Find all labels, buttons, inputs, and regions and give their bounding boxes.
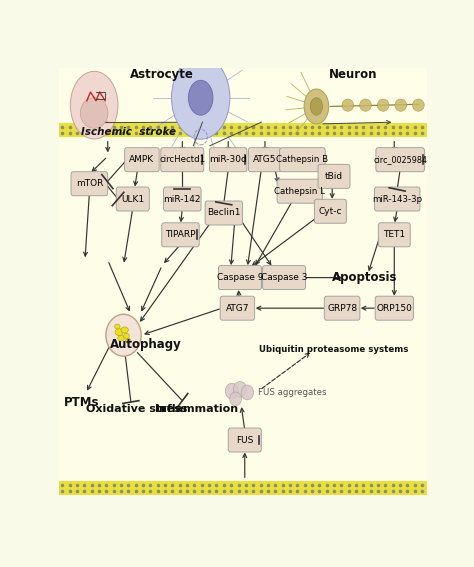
Text: Apoptosis: Apoptosis (332, 271, 398, 284)
Ellipse shape (304, 89, 328, 124)
Bar (59, 130, 427, 488)
Bar (59, 68, 427, 130)
FancyBboxPatch shape (277, 179, 323, 203)
FancyBboxPatch shape (162, 223, 199, 247)
Ellipse shape (80, 98, 108, 128)
Bar (59, 122, 427, 137)
Text: Inflammation: Inflammation (155, 404, 238, 413)
Ellipse shape (360, 99, 371, 111)
FancyBboxPatch shape (375, 296, 413, 320)
Text: AMPK: AMPK (129, 155, 155, 164)
Text: TET1: TET1 (383, 230, 405, 239)
FancyBboxPatch shape (378, 223, 410, 247)
Text: Oxidative stress: Oxidative stress (86, 404, 188, 414)
Bar (59, 481, 427, 496)
FancyBboxPatch shape (205, 201, 243, 225)
FancyBboxPatch shape (220, 296, 255, 320)
FancyBboxPatch shape (248, 148, 282, 172)
FancyBboxPatch shape (314, 199, 346, 223)
Text: ORP150: ORP150 (376, 304, 412, 312)
Ellipse shape (118, 336, 124, 341)
FancyBboxPatch shape (280, 148, 325, 172)
FancyBboxPatch shape (228, 428, 261, 452)
FancyBboxPatch shape (374, 187, 420, 211)
Circle shape (225, 383, 238, 399)
Ellipse shape (126, 338, 131, 343)
Text: circHectd1: circHectd1 (159, 155, 205, 164)
FancyBboxPatch shape (219, 265, 262, 290)
Text: tBid: tBid (325, 172, 343, 181)
FancyBboxPatch shape (164, 187, 201, 211)
Ellipse shape (395, 99, 407, 111)
Text: Ubiquitin proteasome systems: Ubiquitin proteasome systems (259, 345, 409, 354)
Ellipse shape (188, 81, 213, 115)
Text: Cathepsin B: Cathepsin B (276, 155, 328, 164)
Ellipse shape (115, 324, 120, 329)
Text: Beclin1: Beclin1 (207, 209, 241, 218)
Ellipse shape (121, 327, 128, 333)
FancyBboxPatch shape (125, 148, 159, 172)
FancyBboxPatch shape (324, 296, 360, 320)
Ellipse shape (115, 329, 123, 336)
Circle shape (106, 314, 141, 356)
Text: miR-143-3p: miR-143-3p (372, 194, 422, 204)
Text: FUS aggregates: FUS aggregates (258, 388, 327, 397)
Text: Cyt-c: Cyt-c (319, 207, 342, 215)
Text: PTMs: PTMs (64, 396, 100, 409)
FancyBboxPatch shape (71, 172, 108, 196)
Text: circ_0025984: circ_0025984 (373, 155, 427, 164)
Text: Astrocyte: Astrocyte (130, 68, 194, 81)
Circle shape (241, 385, 254, 400)
Text: ATG7: ATG7 (226, 304, 249, 312)
Text: FUS: FUS (236, 435, 254, 445)
Ellipse shape (124, 333, 129, 339)
Text: Caspase 9: Caspase 9 (217, 273, 263, 282)
Text: mTOR: mTOR (76, 179, 103, 188)
Text: Neuron: Neuron (329, 68, 377, 81)
Ellipse shape (342, 99, 354, 111)
Text: Autophagy: Autophagy (110, 338, 182, 352)
Circle shape (230, 392, 241, 406)
Text: Caspase 3: Caspase 3 (261, 273, 307, 282)
FancyBboxPatch shape (376, 148, 424, 172)
Text: TIPARP: TIPARP (165, 230, 196, 239)
Text: ATG5: ATG5 (253, 155, 277, 164)
FancyBboxPatch shape (116, 187, 149, 211)
FancyBboxPatch shape (318, 164, 350, 188)
Ellipse shape (377, 99, 389, 111)
Text: ULK1: ULK1 (121, 194, 144, 204)
Text: GRP78: GRP78 (327, 304, 357, 312)
FancyBboxPatch shape (161, 148, 204, 172)
Ellipse shape (172, 56, 230, 139)
Text: miR-142: miR-142 (164, 194, 201, 204)
Text: miR-30d: miR-30d (210, 155, 247, 164)
Text: Cathepsin L: Cathepsin L (274, 187, 325, 196)
Circle shape (233, 382, 246, 397)
FancyBboxPatch shape (263, 265, 306, 290)
Ellipse shape (412, 99, 424, 111)
Ellipse shape (310, 98, 322, 115)
Text: Ischemic  stroke: Ischemic stroke (82, 127, 176, 137)
Ellipse shape (70, 71, 118, 139)
FancyBboxPatch shape (210, 148, 247, 172)
